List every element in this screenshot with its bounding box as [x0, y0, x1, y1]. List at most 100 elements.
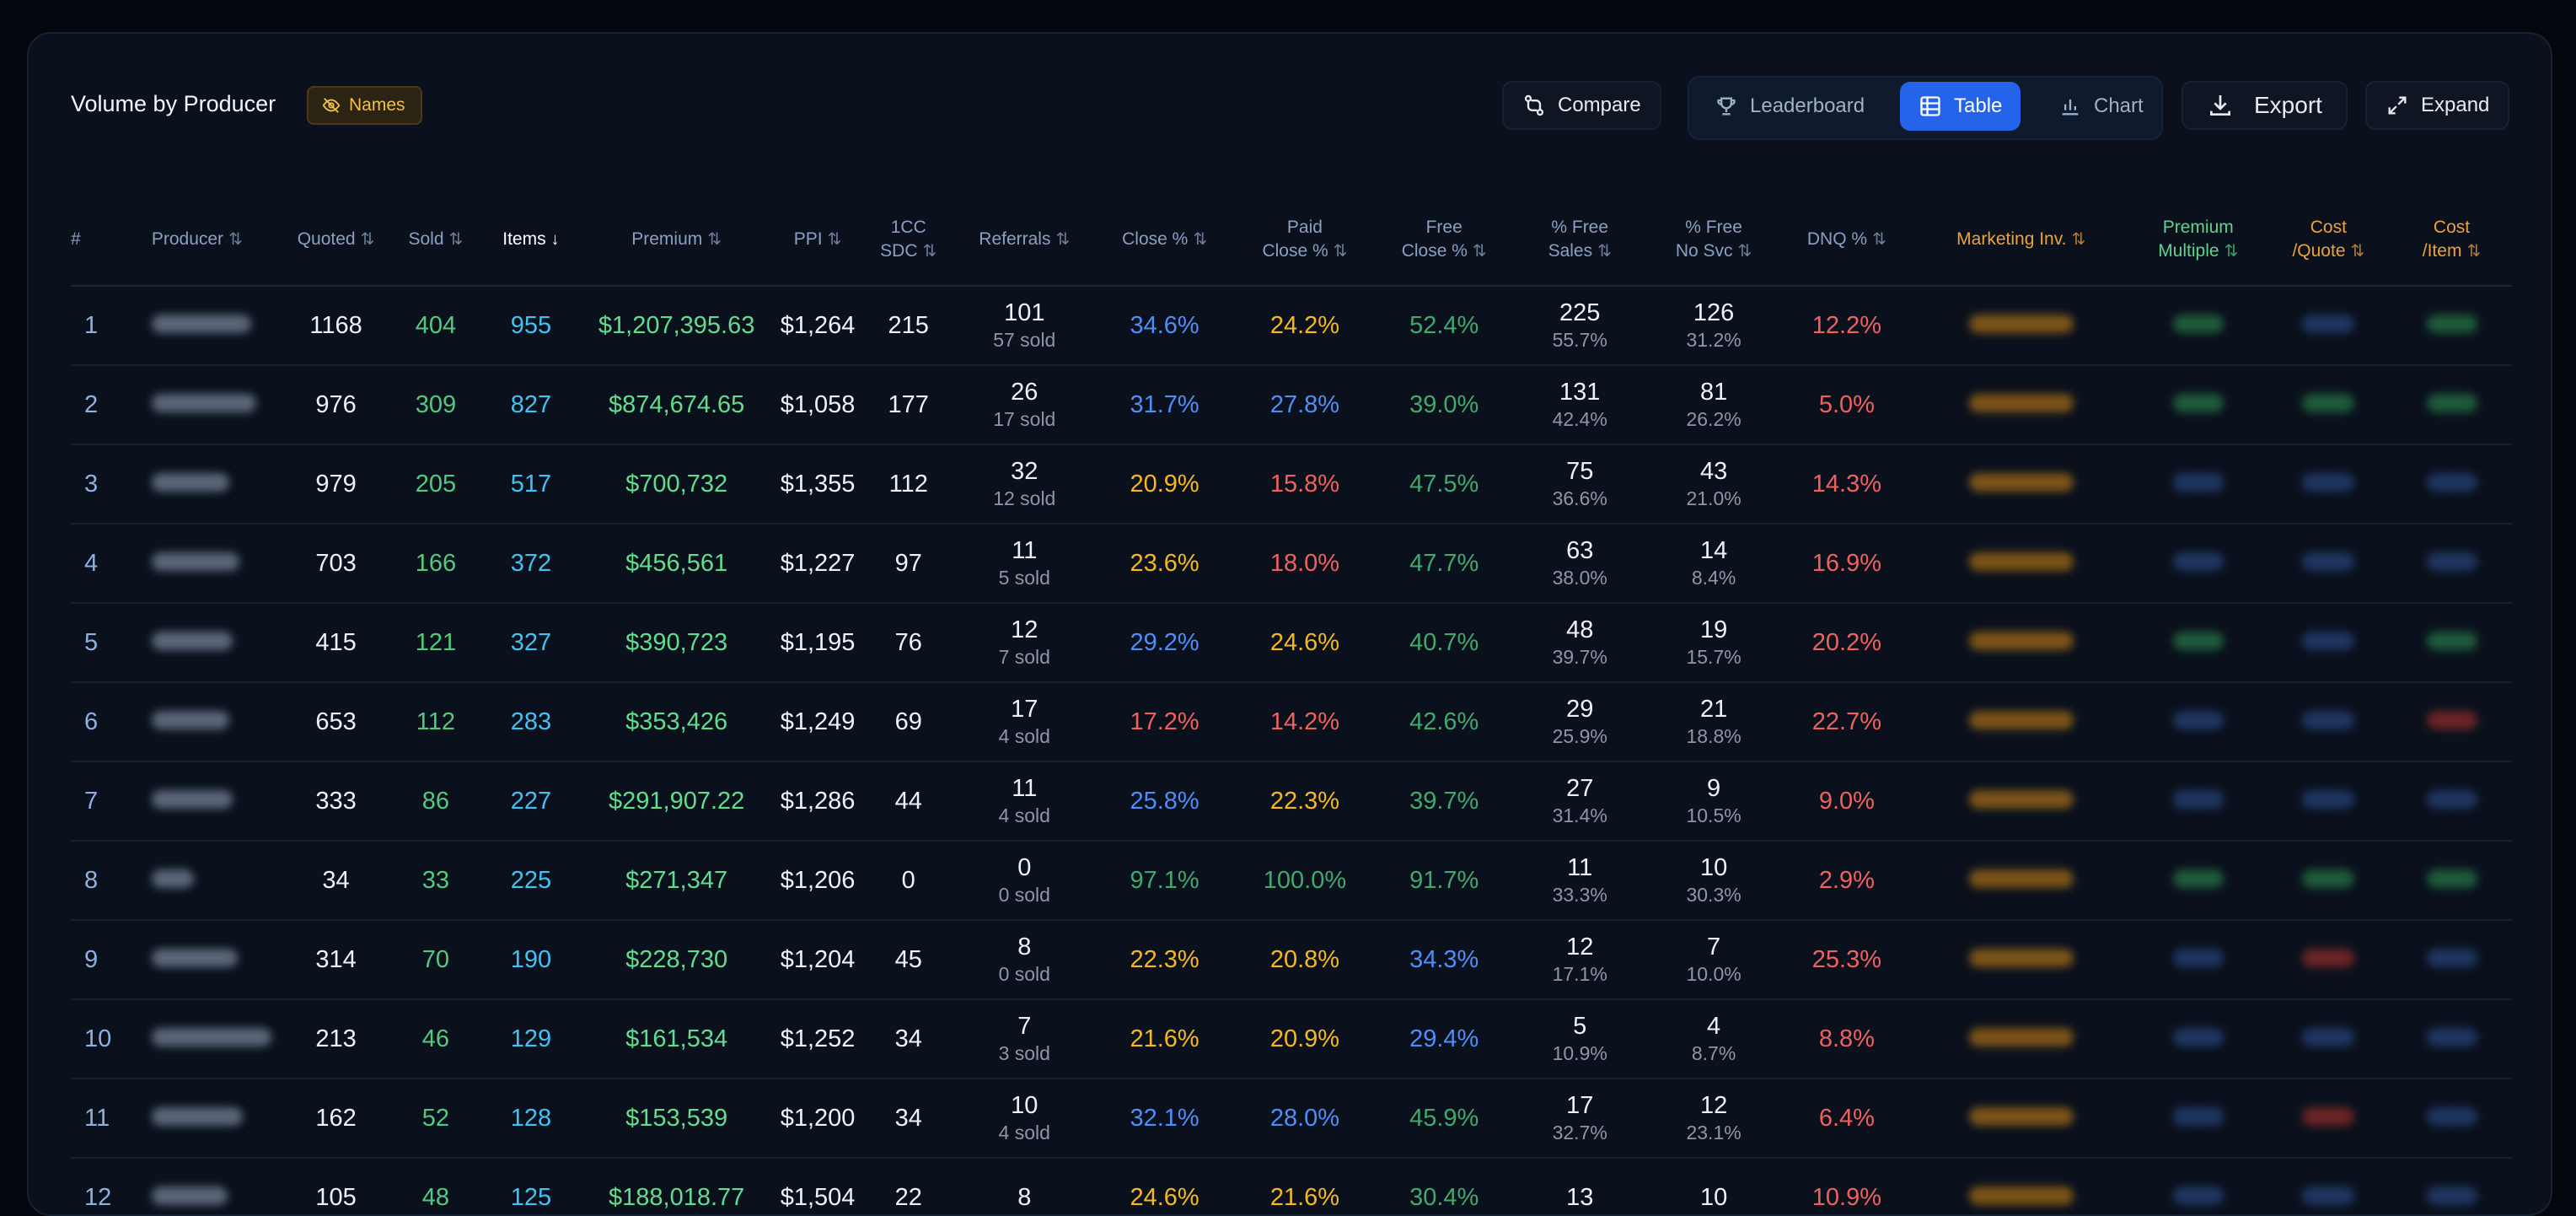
paid-close-cell-value: 18.0% — [1269, 550, 1340, 577]
col-header-sdc[interactable]: 1CC SDC ⇅ — [861, 194, 956, 287]
col-header-cost-per-quote[interactable]: Cost/Quote ⇅ — [2265, 194, 2391, 287]
col-header-paid-close[interactable]: Paid Close % ⇅ — [1235, 194, 1375, 287]
col-header-ppi[interactable]: PPI ⇅ — [773, 194, 862, 287]
sold-cell: 112 — [389, 682, 483, 762]
table-row[interactable]: 10 213 46 129 $161,534 $1,252 34 7 3 sold 21.6% 20… — [71, 999, 2512, 1079]
tab-leaderboard[interactable]: Leaderboard — [1696, 82, 1883, 131]
col-header-referrals[interactable]: Referrals ⇅ — [955, 194, 1094, 287]
sold-cell: 166 — [389, 524, 483, 604]
table-row[interactable]: 2 976 309 827 $874,674.65 $1,058 177 26 17 sold 3… — [71, 365, 2512, 445]
col-header-free-no-svc[interactable]: % Free No Svc ⇅ — [1645, 194, 1783, 287]
producer-cell[interactable] — [122, 365, 283, 445]
close-cell-value: 21.6% — [1130, 1025, 1199, 1052]
col-header-dnq[interactable]: DNQ % ⇅ — [1782, 194, 1912, 287]
col-header-quoted[interactable]: Quoted ⇅ — [282, 194, 389, 287]
producer-cell[interactable] — [122, 286, 283, 366]
redacted-value — [2172, 1186, 2224, 1205]
referrals-cell: 12 7 sold — [955, 603, 1094, 683]
quoted-cell-value: 979 — [315, 471, 357, 498]
free-sales-cell: 17 32.7% — [1514, 1079, 1646, 1159]
premium-cell-value: $456,561 — [625, 550, 728, 577]
dnq-cell: 5.0% — [1782, 365, 1912, 445]
cost-per-quote-cell — [2265, 1079, 2391, 1159]
table-row[interactable]: 6 653 112 283 $353,426 $1,249 69 17 4 sold 17.2% 1… — [71, 682, 2512, 762]
col-header-label: Close % — [1401, 241, 1468, 261]
redacted-value — [2426, 631, 2477, 650]
col-header-free-sales[interactable]: % Free Sales ⇅ — [1514, 194, 1646, 287]
col-header-free-close[interactable]: Free Close % ⇅ — [1374, 194, 1515, 287]
tab-chart[interactable]: Chart — [2040, 82, 2162, 131]
tab-table[interactable]: Table — [1900, 82, 2021, 131]
sdc-cell: 177 — [861, 365, 956, 445]
producer-cell[interactable] — [122, 1079, 283, 1159]
referrals-cell-value: 17 — [1011, 696, 1038, 723]
quoted-cell: 333 — [282, 761, 389, 842]
free-sales-cell: 27 31.4% — [1514, 761, 1646, 842]
producer-cell[interactable] — [122, 444, 283, 525]
free-close-cell-value: 91.7% — [1409, 867, 1479, 894]
col-header-cost-per-item[interactable]: Cost/Item ⇅ — [2391, 194, 2512, 287]
free-close-cell: 39.7% — [1374, 761, 1515, 842]
sold-cell-value: 309 — [415, 391, 457, 418]
paid-close-cell: 15.8% — [1235, 444, 1375, 525]
producer-cell[interactable] — [122, 524, 283, 604]
expand-label: Expand — [2421, 94, 2490, 116]
items-cell-value: 827 — [510, 391, 552, 418]
paid-close-cell: 24.6% — [1235, 603, 1375, 683]
producer-cell[interactable] — [122, 1158, 283, 1214]
table-row[interactable]: 4 703 166 372 $456,561 $1,227 97 11 5 sold 23.6% 1… — [71, 524, 2512, 604]
referrals-cell-value: 0 — [1017, 854, 1032, 881]
premium-multiple-cell — [2130, 1158, 2266, 1214]
free-sales-cell-sub: 42.4% — [1552, 408, 1607, 430]
paid-close-cell: 18.0% — [1235, 524, 1375, 604]
export-button[interactable]: Export — [2182, 81, 2348, 130]
redacted-value — [2172, 552, 2224, 571]
names-toggle-badge[interactable]: Names — [307, 86, 422, 125]
ppi-cell-value: $1,355 — [780, 471, 856, 498]
table-row[interactable]: 3 979 205 517 $700,732 $1,355 112 32 12 sold 20.9… — [71, 444, 2512, 525]
free-close-cell-value: 40.7% — [1409, 629, 1479, 656]
producer-cell[interactable] — [122, 920, 283, 1000]
table-row[interactable]: 7 333 86 227 $291,907.22 $1,286 44 11 4 sold 25.8… — [71, 761, 2512, 842]
redacted-value — [2172, 314, 2224, 333]
premium-cell-value: $874,674.65 — [609, 391, 745, 418]
producer-cell[interactable] — [122, 999, 283, 1079]
quoted-cell-value: 1168 — [309, 312, 362, 339]
free-close-cell: 29.4% — [1374, 999, 1515, 1079]
col-header-marketing-inv[interactable]: Marketing Inv. ⇅ — [1911, 194, 2131, 287]
referrals-cell-sub: 5 sold — [998, 567, 1050, 589]
col-header-items[interactable]: Items ↓ — [482, 194, 580, 287]
col-header-close[interactable]: Close % ⇅ — [1093, 194, 1236, 287]
free-close-cell-value: 45.9% — [1409, 1105, 1479, 1132]
dnq-cell-value: 5.0% — [1818, 391, 1875, 418]
table-row[interactable]: 11 162 52 128 $153,539 $1,200 34 10 4 sold 32.1% 2… — [71, 1079, 2512, 1159]
premium-cell-value: $271,347 — [625, 867, 728, 894]
col-header-premium[interactable]: Premium ⇅ — [579, 194, 774, 287]
table-row[interactable]: 8 34 33 225 $271,347 $1,206 0 0 0 sold 97.1% 100.0… — [71, 841, 2512, 921]
col-header-sold[interactable]: Sold ⇅ — [389, 194, 483, 287]
redacted-value — [2172, 710, 2224, 729]
expand-button[interactable]: Expand — [2365, 81, 2510, 130]
producer-cell[interactable] — [122, 682, 283, 762]
compare-button[interactable]: Compare — [1502, 81, 1661, 130]
col-header-producer[interactable]: Producer ⇅ — [122, 194, 283, 287]
dnq-cell-value: 25.3% — [1811, 946, 1881, 973]
col-header-line1: Paid — [1286, 218, 1323, 237]
rank-cell: 12 — [71, 1158, 123, 1214]
producer-cell[interactable] — [122, 761, 283, 842]
col-header-premium-multiple[interactable]: Premium Multiple ⇅ — [2130, 194, 2266, 287]
premium-cell: $153,539 — [579, 1079, 774, 1159]
tab-table-label: Table — [1954, 94, 2003, 117]
table-row[interactable]: 5 415 121 327 $390,723 $1,195 76 12 7 sold 29.2% 2… — [71, 603, 2512, 683]
producer-cell[interactable] — [122, 603, 283, 683]
tab-chart-label: Chart — [2094, 94, 2144, 117]
producer-cell[interactable] — [122, 841, 283, 921]
dnq-cell-value: 10.9% — [1811, 1184, 1881, 1211]
cost-per-item-cell — [2391, 761, 2512, 842]
table-row[interactable]: 1 1168 404 955 $1,207,395.63 $1,264 215 101 57 s… — [71, 286, 2512, 366]
rank-cell: 11 — [71, 1079, 123, 1159]
sort-icon: ⇅ — [2466, 242, 2482, 261]
table-row[interactable]: 12 105 48 125 $188,018.77 $1,504 22 8 24.6% 21.6%… — [71, 1158, 2512, 1214]
table-row[interactable]: 9 314 70 190 $228,730 $1,204 45 8 0 sold 22.3% 20.… — [71, 920, 2512, 1000]
producer-name-redacted — [151, 869, 194, 888]
